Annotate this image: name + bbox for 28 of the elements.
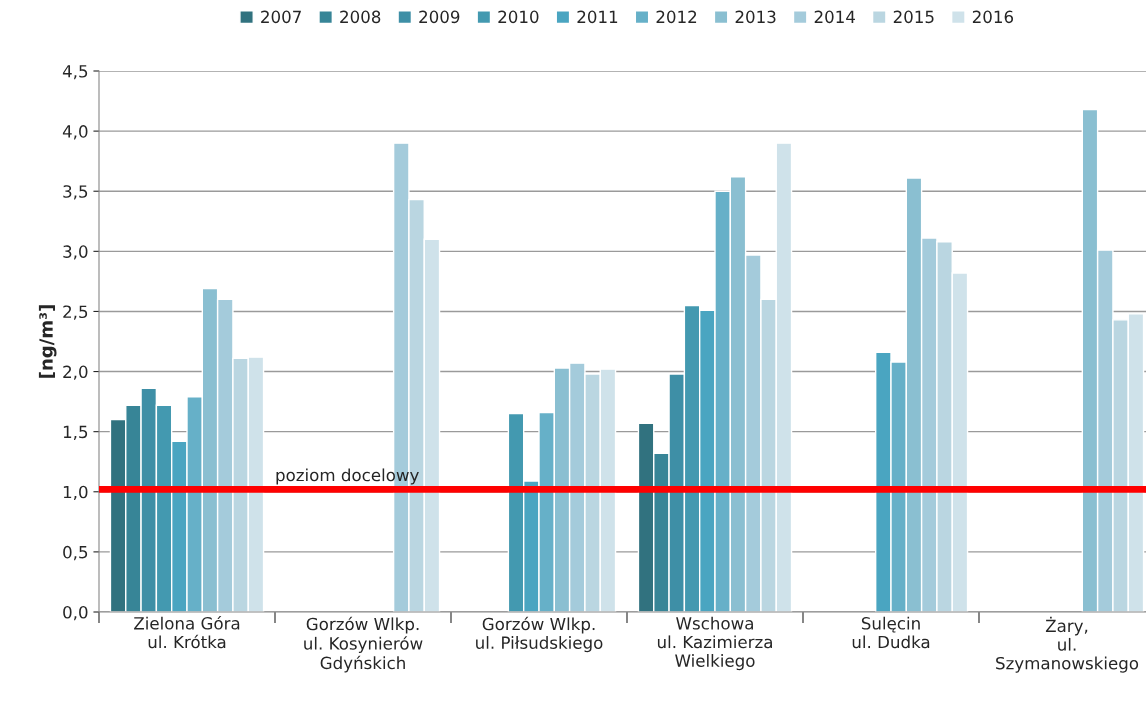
y-tick-label: 1,0 [63,485,88,501]
y-tick-label: 4,5 [62,65,88,80]
y-tick-label: 2,0 [63,365,88,380]
x-tick-label: Gorzów Wlkp. ul. Piłsudskiego [476,616,603,653]
legend-label: 2007 [261,10,301,24]
ref-line-label: poziom docelowy [276,468,419,485]
x-tick-label: Zielona Góra ul. Krótka [134,616,240,649]
y-tick-label: 1,5 [63,425,88,440]
x-tick-label: Wschowa ul. Kazimierza Wielkiego [657,616,772,671]
x-tick-label: Sulęcin ul. Dudka [852,616,930,649]
y-axis-title: [ng/m³] [38,305,57,378]
legend-label: 2013 [735,10,776,24]
legend-label: 2014 [814,10,855,24]
y-tick-label: 3,5 [63,185,88,200]
legend-label: 2015 [893,10,934,24]
y-tick-label: 0,0 [63,605,88,621]
y-tick-label: 2,5 [63,305,88,320]
y-tick-label: 0,5 [63,545,88,561]
y-tick-label: 3,0 [63,245,88,260]
y-tick-label: 4,0 [62,125,88,140]
legend-label: 2008 [340,10,381,24]
legend-label: 2009 [419,10,460,24]
legend-label: 2016 [972,10,1014,24]
legend-label: 2011 [577,10,618,24]
legend-label: 2010 [498,10,539,24]
x-tick-label: Żary, ul. Szymanowskiego [996,616,1139,673]
x-tick-label: Gorzów Wlkp. ul. Kosynierów Gdyńskich [304,616,423,673]
legend-label: 2012 [656,10,697,24]
